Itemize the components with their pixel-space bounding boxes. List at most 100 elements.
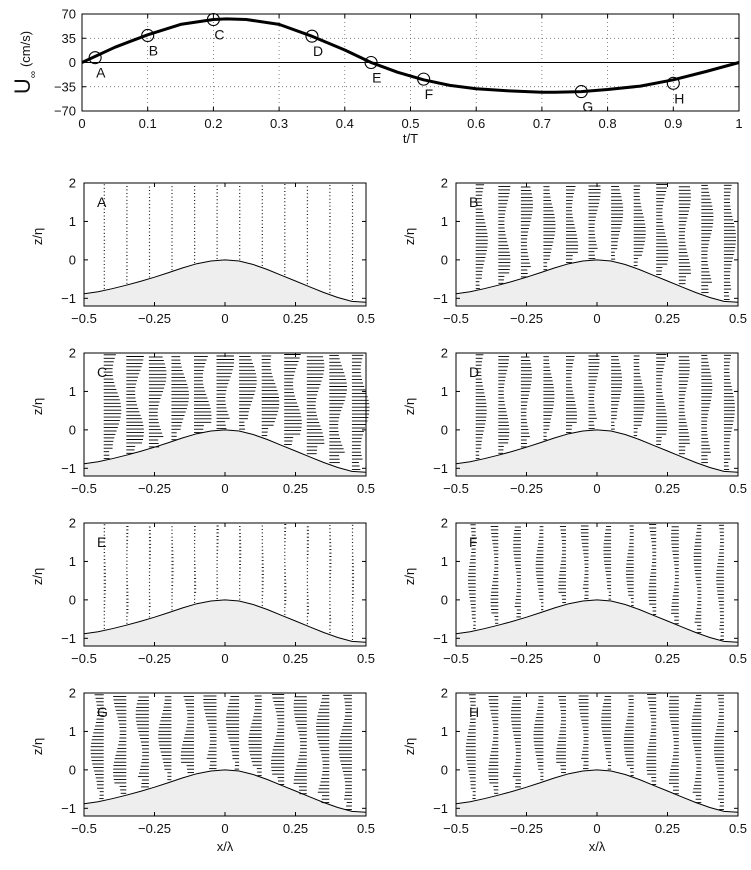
- y-tick-label: 0: [441, 422, 448, 437]
- bed-profile: [83, 769, 367, 813]
- velocity-vectors: [465, 694, 724, 810]
- x-tick-label: −0.5: [443, 821, 469, 836]
- y-tick-label: 1: [441, 554, 448, 569]
- x-tick-label: 0.25: [655, 481, 680, 496]
- phase-label-B: B: [149, 42, 158, 58]
- bed-profile: [455, 599, 739, 643]
- bed-fill: [84, 429, 366, 476]
- y-axis-label-text: z/η: [30, 568, 45, 585]
- x-tick-label: −0.25: [510, 311, 543, 326]
- phase-label-C: C: [214, 27, 224, 43]
- x-tick-label: 0: [593, 821, 600, 836]
- y-tick-label: 1: [441, 384, 448, 399]
- bed-fill: [456, 599, 738, 646]
- panel-label-G: G: [97, 704, 108, 720]
- velocity-vectors: [468, 524, 724, 640]
- y-tick-label: 1: [441, 214, 448, 229]
- x-tick-label: 0: [221, 651, 228, 666]
- y-tick-label: 2: [69, 516, 76, 531]
- x-tick-label: 0.3: [270, 116, 288, 131]
- y-tick-label: 2: [69, 176, 76, 191]
- x-tick-label: 0: [221, 311, 228, 326]
- y-tick-label: 1: [441, 724, 448, 739]
- x-tick-label: 0.5: [729, 481, 747, 496]
- y-axis-label: z/η: [30, 398, 45, 415]
- y-axis-label-text: z/η: [30, 398, 45, 415]
- y-axis-label: z/η: [30, 738, 45, 755]
- vector-panel-C: −0.5 −0.25 0 0.25 0.5 2 1 0 −1 z/η C: [30, 346, 375, 497]
- x-tick-label: −0.5: [71, 481, 97, 496]
- velocity-chart: 0 0.1 0.2 0.3 0.4 0.5 0.6 0.7 0.8 0.9 1 70 35 0 −35 −70…: [10, 7, 743, 147]
- panel-label-E: E: [97, 534, 106, 550]
- y-tick-label: 1: [69, 214, 76, 229]
- x-tick-label: −0.25: [138, 821, 171, 836]
- x-tick-label: 0.25: [655, 651, 680, 666]
- x-tick-label: 0.5: [357, 481, 375, 496]
- x-tick-label: −0.5: [443, 481, 469, 496]
- y-tick-label: −1: [433, 461, 448, 476]
- x-tick-label: −0.5: [443, 311, 469, 326]
- y-tick-label: 70: [62, 7, 76, 22]
- phase-marker-E: [364, 55, 378, 70]
- y-tick-label: −1: [433, 801, 448, 816]
- x-tick-label: 0.5: [729, 311, 747, 326]
- y-tick-label: 1: [69, 384, 76, 399]
- vector-panel-D: −0.5 −0.25 0 0.25 0.5 2 1 0 −1 z/η D: [402, 346, 747, 497]
- bed-fill: [456, 259, 738, 306]
- y-tick-label: −35: [54, 79, 76, 94]
- y-tick-label: 2: [441, 516, 448, 531]
- y-tick-label: 0: [69, 55, 76, 70]
- x-tick-label: 0: [593, 481, 600, 496]
- y-tick-label: 0: [441, 252, 448, 267]
- panel-label-D: D: [469, 364, 479, 380]
- y-axis-label: z/η: [30, 568, 45, 585]
- y-tick-label: 0: [441, 762, 448, 777]
- x-tick-label: 0.25: [655, 821, 680, 836]
- velocity-vectors: [103, 354, 370, 470]
- phase-marker-F: [417, 72, 431, 86]
- bed-profile: [83, 429, 367, 473]
- vector-panel-H: −0.5 −0.25 0 0.25 0.5 2 1 0 −1 z/η x/λ H: [402, 686, 747, 855]
- x-tick-label: 0.5: [357, 651, 375, 666]
- phase-marker-G: [574, 85, 588, 99]
- y-tick-label: −70: [54, 104, 76, 119]
- x-tick-label: 1: [735, 116, 742, 131]
- y-axis-label: z/η: [402, 568, 417, 585]
- x-tick-label: 0.1: [139, 116, 157, 131]
- y-tick-label: −1: [61, 631, 76, 646]
- x-tick-label: 0.5: [729, 821, 747, 836]
- y-tick-label: 2: [441, 346, 448, 361]
- phase-marker-A: [88, 51, 102, 65]
- y-tick-label: 1: [69, 554, 76, 569]
- x-tick-label: −0.25: [510, 651, 543, 666]
- y-axis-label: z/η: [402, 738, 417, 755]
- x-tick-label: 0: [78, 116, 85, 131]
- phase-label-A: A: [96, 65, 106, 81]
- vector-panel-B: −0.5 −0.25 0 0.25 0.5 2 1 0 −1 z/η B: [402, 176, 747, 327]
- bed-profile: [455, 429, 739, 473]
- phase-marker-H: [666, 76, 680, 90]
- y-tick-label: 2: [69, 346, 76, 361]
- panel-label-B: B: [469, 194, 478, 210]
- y-tick-label: 0: [69, 592, 76, 607]
- x-tick-label: 0.7: [533, 116, 551, 131]
- x-tick-label: 0.2: [204, 116, 222, 131]
- vector-panel-G: −0.5 −0.25 0 0.25 0.5 2 1 0 −1 z/η x/λ G: [30, 686, 375, 855]
- y-axis-label: z/η: [402, 398, 417, 415]
- y-tick-label: 1: [69, 724, 76, 739]
- panel-label-H: H: [469, 704, 479, 720]
- phase-label-E: E: [372, 70, 381, 86]
- y-tick-label: 0: [69, 762, 76, 777]
- x-tick-label: 0.8: [599, 116, 617, 131]
- velocity-vectors: [475, 354, 735, 470]
- vector-panel-F: −0.5 −0.25 0 0.25 0.5 2 1 0 −1 z/η F: [402, 516, 747, 667]
- y-tick-label: 0: [441, 592, 448, 607]
- bed-fill: [84, 769, 366, 816]
- bed-fill: [456, 769, 738, 816]
- y-axis-label: U∞ (cm/s): [10, 31, 39, 94]
- bed-fill: [84, 259, 366, 306]
- y-axis-label-text: z/η: [402, 228, 417, 245]
- x-tick-label: 0: [593, 651, 600, 666]
- x-tick-label: 0: [221, 481, 228, 496]
